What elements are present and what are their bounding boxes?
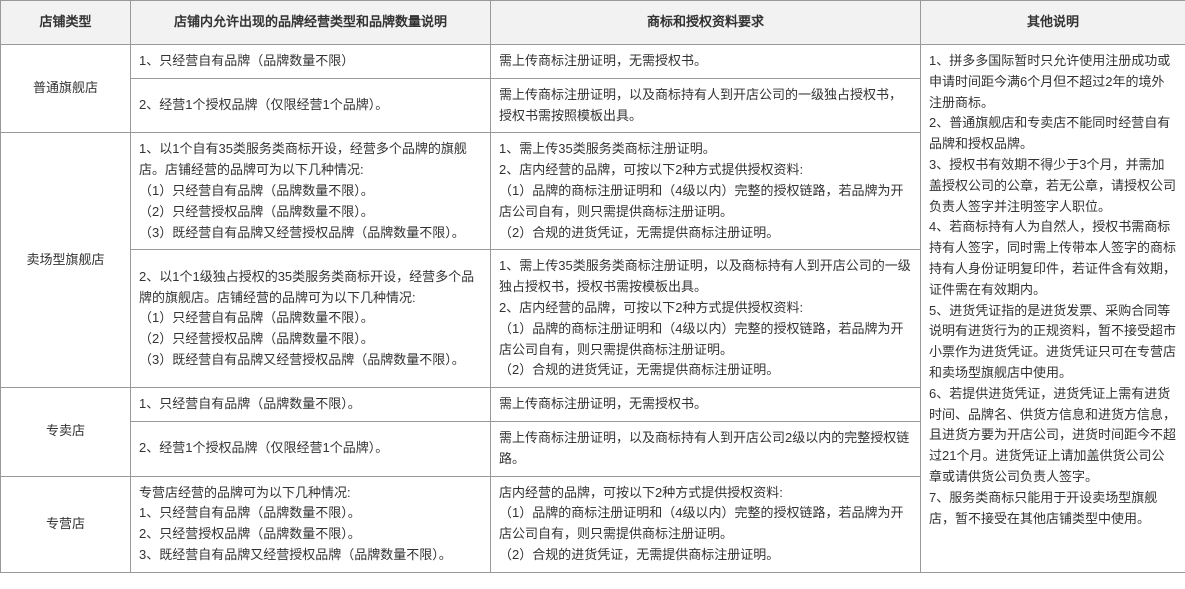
header-other: 其他说明	[921, 1, 1185, 45]
cell-mark: 店内经营的品牌，可按以下2种方式提供授权资料:（1）品牌的商标注册证明和（4级以…	[491, 476, 921, 572]
table-body: 普通旗舰店 1、只经营自有品牌（品牌数量不限） 需上传商标注册证明，无需授权书。…	[1, 45, 1185, 573]
cell-brand: 2、以1个1级独占授权的35类服务类商标开设，经营多个品牌的旗舰店。店铺经营的品…	[131, 250, 491, 388]
cell-mark: 需上传商标注册证明，以及商标持有人到开店公司的一级独占授权书，授权书需按照模板出…	[491, 78, 921, 133]
header-brand-desc: 店铺内允许出现的品牌经营类型和品牌数量说明	[131, 1, 491, 45]
cell-store-type: 专卖店	[1, 388, 131, 476]
cell-store-type: 卖场型旗舰店	[1, 133, 131, 388]
cell-mark: 需上传商标注册证明，无需授权书。	[491, 45, 921, 79]
cell-brand: 1、只经营自有品牌（品牌数量不限）	[131, 45, 491, 79]
table-row: 普通旗舰店 1、只经营自有品牌（品牌数量不限） 需上传商标注册证明，无需授权书。…	[1, 45, 1185, 79]
table-header: 店铺类型 店铺内允许出现的品牌经营类型和品牌数量说明 商标和授权资料要求 其他说…	[1, 1, 1185, 45]
cell-brand: 1、以1个自有35类服务类商标开设，经营多个品牌的旗舰店。店铺经营的品牌可为以下…	[131, 133, 491, 250]
cell-store-type: 专营店	[1, 476, 131, 572]
cell-brand: 2、经营1个授权品牌（仅限经营1个品牌）。	[131, 78, 491, 133]
cell-mark: 需上传商标注册证明，以及商标持有人到开店公司2级以内的完整授权链路。	[491, 421, 921, 476]
cell-mark: 1、需上传35类服务类商标注册证明。2、店内经营的品牌，可按以下2种方式提供授权…	[491, 133, 921, 250]
cell-mark: 需上传商标注册证明，无需授权书。	[491, 388, 921, 422]
cell-store-type: 普通旗舰店	[1, 45, 131, 133]
cell-brand: 专营店经营的品牌可为以下几种情况:1、只经营自有品牌（品牌数量不限）。2、只经营…	[131, 476, 491, 572]
cell-brand: 2、经营1个授权品牌（仅限经营1个品牌）。	[131, 421, 491, 476]
header-store-type: 店铺类型	[1, 1, 131, 45]
cell-mark: 1、需上传35类服务类商标注册证明，以及商标持有人到开店公司的一级独占授权书，授…	[491, 250, 921, 388]
cell-brand: 1、只经营自有品牌（品牌数量不限）。	[131, 388, 491, 422]
store-type-table: 店铺类型 店铺内允许出现的品牌经营类型和品牌数量说明 商标和授权资料要求 其他说…	[0, 0, 1185, 573]
cell-other: 1、拼多多国际暂时只允许使用注册成功或申请时间距今满6个月但不超过2年的境外注册…	[921, 45, 1185, 573]
header-mark-req: 商标和授权资料要求	[491, 1, 921, 45]
